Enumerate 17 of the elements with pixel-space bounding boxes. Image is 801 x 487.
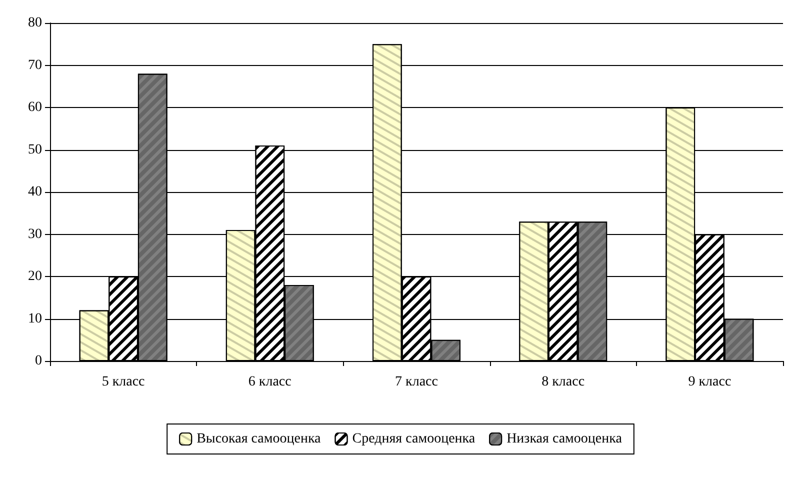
y-tick-label: 70	[28, 58, 42, 73]
x-tick-label: 7 класс	[395, 374, 438, 390]
x-tick-label: 5 класс	[102, 374, 145, 390]
y-tick-label: 80	[28, 16, 42, 30]
legend-label: Средняя самооценка	[352, 432, 476, 446]
y-tick-label: 20	[28, 269, 42, 284]
x-tick-label: 6 класс	[248, 374, 292, 390]
legend-label: Низкая самооценка	[506, 432, 623, 446]
y-tick-label: 30	[28, 226, 42, 242]
x-tick-label: 9 класс	[688, 374, 732, 390]
x-tick-label: 8 класс	[542, 374, 585, 390]
y-tick-label: 40	[28, 184, 42, 200]
y-tick-label: 50	[28, 142, 42, 158]
y-tick-label: 60	[28, 100, 42, 115]
legend-label: Высокая самооценка	[196, 432, 322, 446]
y-tick-label: 10	[28, 311, 42, 326]
y-tick-label: 0	[35, 354, 42, 368]
